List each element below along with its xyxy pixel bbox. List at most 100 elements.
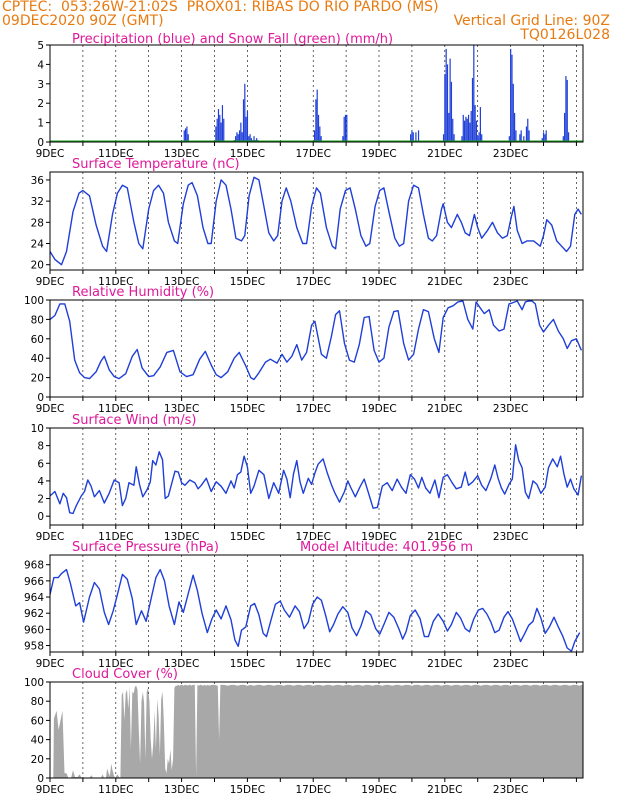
precip-bar (344, 114, 347, 142)
y-tick-label: 60 (31, 334, 44, 346)
cloud-area (50, 684, 583, 778)
precip-bar (564, 112, 566, 142)
y-tick-label: 10 (31, 423, 44, 435)
precip-bar (245, 116, 247, 142)
precip-bar (445, 48, 447, 142)
precip-bar (215, 126, 217, 142)
precip-bar (343, 116, 345, 142)
precip-bar (544, 134, 546, 142)
y-tick-label: 5 (37, 40, 44, 52)
x-tick-label: 9DEC (36, 658, 65, 670)
x-tick-label: 23DEC (493, 403, 528, 415)
precip-bar (525, 126, 528, 142)
precip-bar (566, 79, 568, 142)
panel-title: Surface Pressure (hPa) (72, 540, 219, 555)
precip-bar (542, 132, 545, 142)
plot-frame (49, 171, 584, 271)
y-tick-label: 80 (31, 696, 44, 708)
x-tick-label: 17DEC (295, 658, 330, 670)
precip-bar (512, 83, 514, 142)
precip-bar (315, 99, 317, 142)
precip-bar (562, 136, 564, 142)
precip-bar (183, 130, 185, 142)
precip-bar (511, 54, 513, 143)
header-code: TQ0126L028 (520, 27, 610, 43)
x-tick-label: 19DEC (361, 276, 396, 288)
y-tick-label: 958 (24, 641, 44, 653)
precip-bar (415, 132, 417, 142)
y-tick-label: 0 (37, 392, 44, 404)
panel-cloud-cover: Cloud Cover (%) 0 20 40 60 80 100 9DEC 11DEC 13D… (24, 667, 584, 796)
panel-precipitation: Precipitation (blue) and Snow Fall (gree… (36, 32, 584, 160)
x-tick-label: 11DEC (98, 531, 133, 543)
precip-bar (187, 134, 189, 142)
x-tick-label: 13DEC (164, 531, 199, 543)
precip-bar (449, 58, 451, 142)
precip-bar (567, 132, 570, 142)
precip-bar (528, 130, 530, 142)
y-tick-label: 36 (31, 175, 45, 187)
y-tick-label: 28 (31, 217, 44, 229)
precip-bar (461, 136, 463, 142)
precip-bar (466, 118, 468, 142)
y-tick-label: 4 (37, 476, 44, 488)
x-tick-label: 23DEC (493, 531, 528, 543)
x-tick-label: 9DEC (36, 531, 65, 543)
y-tick-label: 20 (31, 754, 44, 766)
y-tick-label: 2 (37, 494, 44, 506)
precip-bar (346, 114, 348, 142)
x-tick-label: 9DEC (36, 148, 65, 160)
precip-bar (238, 130, 241, 142)
precip-bar (235, 136, 237, 142)
precip-bar (446, 64, 449, 142)
plot-frame (49, 681, 584, 779)
precip-bar (515, 130, 517, 142)
y-tick-label: 960 (24, 624, 44, 636)
precip-bar (221, 105, 224, 142)
y-tick-label: 4 (37, 59, 44, 71)
series-line (49, 568, 581, 652)
precip-bar (313, 130, 316, 142)
precip-bar (417, 130, 420, 142)
y-tick-label: 80 (31, 314, 44, 326)
y-tick-label: 964 (24, 592, 44, 604)
precip-bar (477, 136, 479, 142)
precip-bar (478, 132, 480, 142)
precip-bar (469, 122, 471, 142)
precip-bar (217, 109, 220, 142)
precip-bar (527, 118, 529, 142)
x-tick-label: 15DEC (230, 531, 265, 543)
precip-bar (223, 118, 225, 142)
y-tick-label: 968 (24, 560, 44, 572)
y-tick-label: 60 (31, 715, 44, 727)
panel-wind: Surface Wind (m/s) 0 2 4 6 8 10 9DEC 11DEC 13DEC… (31, 413, 584, 543)
plot-frame (49, 554, 584, 653)
x-tick-label: 21DEC (427, 658, 462, 670)
precip-bar (481, 134, 483, 142)
y-tick-label: 100 (24, 677, 44, 689)
x-tick-label: 23DEC (493, 784, 528, 796)
precip-bar (241, 132, 243, 142)
panel-title: Surface Wind (m/s) (72, 413, 196, 428)
x-tick-label: 11DEC (98, 658, 133, 670)
x-tick-label: 9DEC (36, 403, 65, 415)
precip-bar (246, 110, 249, 142)
panel-pressure: Surface Pressure (hPa) Model Altitude: 4… (24, 540, 584, 670)
precip-bar (444, 74, 446, 142)
plot-frame (49, 427, 584, 526)
panel-title: Cloud Cover (%) (72, 667, 178, 682)
panel-title: Surface Temperature (nC) (72, 157, 240, 172)
x-tick-label: 21DEC (427, 276, 462, 288)
x-tick-label: 15DEC (230, 403, 265, 415)
x-tick-label: 15DEC (230, 784, 265, 796)
x-tick-label: 19DEC (361, 784, 396, 796)
y-tick-label: 6 (37, 458, 44, 470)
header-station-line: CPTEC: 053:26W-21:02S PROX01: RIBAS DO R… (2, 0, 439, 15)
y-tick-label: 100 (24, 295, 44, 307)
precip-bar (242, 99, 245, 142)
x-tick-label: 19DEC (361, 658, 396, 670)
precip-bar (342, 136, 344, 142)
y-tick-label: 966 (24, 576, 44, 588)
precip-bar (216, 118, 218, 142)
